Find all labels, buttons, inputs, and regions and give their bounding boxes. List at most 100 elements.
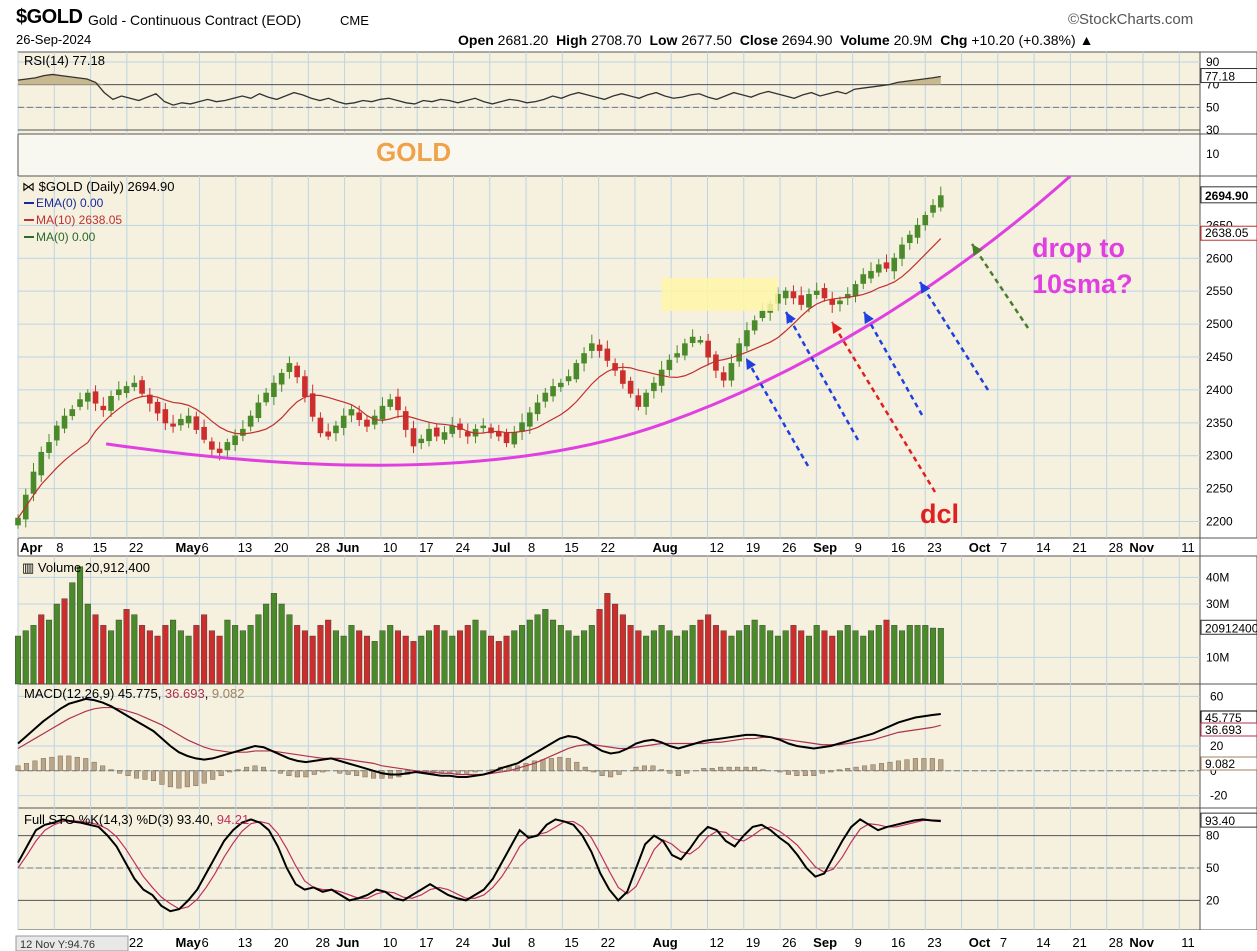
- candle-body: [534, 402, 541, 415]
- macd-histogram-bar: [540, 759, 546, 772]
- volume-bar: [666, 630, 673, 685]
- candle-body: [852, 284, 859, 297]
- macd-histogram-bar: [134, 770, 140, 779]
- sto-title-part: 93.40: [177, 812, 210, 827]
- macd-value-box: [1200, 722, 1257, 737]
- volume-bar: [728, 635, 735, 685]
- volume-bar: [216, 635, 223, 685]
- volume-bar: [309, 635, 316, 685]
- candle-body: [860, 274, 867, 284]
- footer-x-label: 28: [316, 935, 330, 950]
- sto-title-part: 94.21: [217, 812, 250, 827]
- candle-body: [589, 343, 595, 351]
- candle-body: [170, 423, 176, 427]
- macd-histogram-bar: [667, 770, 673, 774]
- macd-histogram-bar: [23, 763, 29, 771]
- macd-histogram-bar: [125, 770, 131, 776]
- volume-bar: [743, 625, 750, 685]
- candle-body: [751, 320, 758, 331]
- rsi-tick: 30: [1206, 123, 1220, 137]
- volume-title: ▥ Volume 20,912,400: [22, 560, 150, 575]
- candle-body: [604, 348, 611, 361]
- macd-histogram-bar: [66, 755, 72, 771]
- candle-body: [612, 363, 618, 371]
- volume-bar: [387, 625, 394, 685]
- x-axis-label: 7: [1000, 540, 1007, 555]
- volume-bar: [185, 635, 192, 685]
- candle-body: [829, 299, 836, 305]
- price-tick: 2300: [1206, 449, 1233, 463]
- candle-body: [937, 195, 944, 208]
- red-arrow-head: [832, 322, 843, 334]
- macd-histogram-bar: [608, 770, 614, 778]
- volume-bar: [193, 625, 200, 685]
- macd-histogram-bar: [845, 768, 851, 772]
- candle-body: [356, 412, 363, 421]
- candle-body: [309, 393, 316, 417]
- candle-body: [565, 376, 572, 382]
- close-label: Close: [739, 32, 778, 48]
- candle-body: [240, 428, 246, 436]
- volume-bar: [177, 630, 184, 685]
- volume-bar: [146, 630, 153, 685]
- macd-histogram-bar: [752, 766, 758, 772]
- macd-histogram-bar: [235, 769, 241, 771]
- volume-bar: [100, 625, 107, 685]
- volume-bar: [790, 625, 797, 685]
- x-axis-label: 8: [528, 540, 535, 555]
- x-axis-label: Sep: [813, 540, 837, 555]
- low-label: Low: [649, 32, 678, 48]
- macd-histogram-bar: [176, 770, 182, 789]
- x-axis-label: 16: [891, 540, 905, 555]
- volume-bar: [495, 641, 502, 685]
- footer-x-label: 7: [1000, 935, 1007, 950]
- candle-body: [178, 419, 184, 426]
- volume-bar: [930, 627, 937, 685]
- macd-title-part: 45.775: [118, 686, 158, 701]
- candle-body: [891, 257, 898, 272]
- candle-body: [464, 431, 471, 437]
- open-label: Open: [458, 32, 494, 48]
- macd-histogram-bar: [650, 765, 656, 772]
- volume-value: 20.9M: [893, 32, 933, 48]
- candle-body: [503, 432, 510, 444]
- macd-histogram-bar: [785, 770, 791, 775]
- macd-histogram-bar: [252, 765, 258, 772]
- legend-label: MA(10) 2638.05: [36, 213, 122, 227]
- x-axis-label: Jul: [492, 540, 511, 555]
- volume-bar: [821, 630, 828, 685]
- macd-histogram-bar: [862, 765, 868, 772]
- macd-histogram-bar: [311, 770, 317, 775]
- price-last-box: [1200, 186, 1257, 204]
- volume-bar: [115, 619, 122, 685]
- volume-bar: [30, 625, 37, 685]
- candle-body: [209, 441, 215, 450]
- footer-strip: [0, 930, 1257, 951]
- macd-histogram-bar: [684, 770, 690, 774]
- candle-body: [713, 354, 719, 371]
- volume-bar: [154, 635, 161, 685]
- candle-body: [131, 382, 138, 388]
- macd-histogram-bar: [150, 770, 156, 781]
- footer-x-label: 9: [855, 935, 862, 950]
- volume-bar: [224, 619, 231, 685]
- volume-bar: [612, 603, 619, 685]
- candle-body: [154, 401, 161, 414]
- volume-bar: [139, 625, 146, 685]
- x-axis-label: 28: [316, 540, 330, 555]
- macd-histogram-bar: [641, 765, 647, 772]
- volume-bar: [325, 619, 332, 685]
- volume-bar: [425, 630, 432, 685]
- candle-body: [550, 386, 556, 397]
- macd-histogram-bar: [582, 766, 588, 772]
- macd-histogram-bar: [591, 770, 597, 773]
- x-axis-label: 14: [1036, 540, 1050, 555]
- volume-bar: [581, 630, 588, 685]
- macd-histogram-bar: [100, 765, 106, 772]
- volume-bar: [891, 625, 898, 685]
- sto-d-line: [17, 819, 941, 910]
- gold-annotation: GOLD: [376, 137, 451, 167]
- volume-bar: [697, 619, 704, 685]
- macd-histogram-bar: [548, 758, 554, 772]
